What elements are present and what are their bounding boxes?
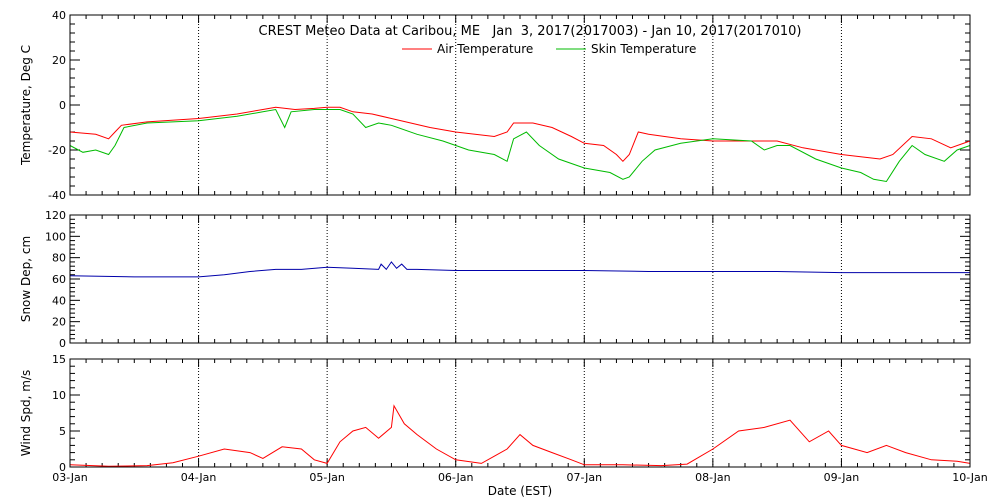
panel-frame-temperature xyxy=(69,14,971,196)
y-axis-title-wind-speed: Wind Spd, m/s xyxy=(19,370,33,456)
y-tick-label-temperature: -40 xyxy=(48,189,66,202)
x-axis-title: Date (EST) xyxy=(488,484,552,498)
series-line-temperature-1 xyxy=(69,108,971,183)
y-axis-title-temperature: Temperature, Deg C xyxy=(19,45,33,166)
x-tick-label: 04-Jan xyxy=(181,471,217,484)
legend: Air Temperature Skin Temperature xyxy=(402,42,696,56)
panel-snow-depth: 0 20 40 60 80 100 120 Snow Dep, cm xyxy=(19,209,971,350)
y-tick-label-temperature: 0 xyxy=(59,99,66,112)
series-line-wind-speed-0 xyxy=(69,404,971,467)
y-tick-label-snow-depth: 100 xyxy=(45,230,66,243)
x-tick-label: 09-Jan xyxy=(824,471,860,484)
y-tick-label-snow-depth: 40 xyxy=(52,294,66,307)
series-line-snow-depth-0 xyxy=(69,261,970,278)
y-tick-label-wind-speed: 5 xyxy=(59,425,66,438)
y-tick-label-wind-speed: 15 xyxy=(52,353,66,366)
x-tick-label: 07-Jan xyxy=(567,471,603,484)
y-tick-label-wind-speed: 10 xyxy=(52,389,66,402)
y-tick-label-snow-depth: 60 xyxy=(52,273,66,286)
y-tick-label-snow-depth: 120 xyxy=(45,209,66,222)
y-tick-label-temperature: 40 xyxy=(52,9,66,22)
panel-frame-snow-depth xyxy=(69,214,971,344)
chart-title: CREST Meteo Data at Caribou, ME Jan 3, 2… xyxy=(259,24,802,39)
x-tick-label: 05-Jan xyxy=(309,471,345,484)
y-tick-label-snow-depth: 0 xyxy=(59,337,66,350)
panel-wind-speed: 0 5 10 15 Wind Spd, m/s xyxy=(19,353,971,474)
legend-label-0: Air Temperature xyxy=(437,42,533,56)
x-tick-label: 10-Jan xyxy=(952,471,988,484)
x-tick-label: 06-Jan xyxy=(438,471,474,484)
y-tick-label-wind-speed: 0 xyxy=(59,461,66,474)
series-line-temperature-0 xyxy=(69,106,971,163)
x-tick-label: 03-Jan xyxy=(52,471,88,484)
y-tick-label-temperature: 20 xyxy=(52,54,66,67)
y-tick-label-snow-depth: 80 xyxy=(52,252,66,265)
panels: -40 -20 0 20 40 Temperature, Deg C 0 20 40 60 80 10… xyxy=(19,9,971,474)
panel-frame-wind-speed xyxy=(69,358,971,468)
legend-label-1: Skin Temperature xyxy=(591,42,696,56)
y-tick-label-temperature: -20 xyxy=(48,144,66,157)
y-tick-label-snow-depth: 20 xyxy=(52,316,66,329)
panel-temperature: -40 -20 0 20 40 Temperature, Deg C xyxy=(19,9,971,202)
x-tick-label: 08-Jan xyxy=(695,471,731,484)
y-axis-title-snow-depth: Snow Dep, cm xyxy=(19,236,33,322)
